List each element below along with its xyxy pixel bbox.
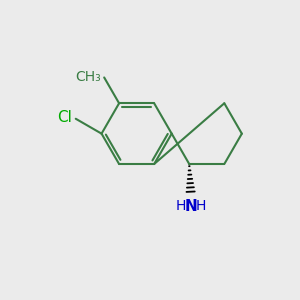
Text: H: H (175, 199, 185, 213)
Text: CH₃: CH₃ (76, 70, 101, 85)
Text: Cl: Cl (57, 110, 72, 125)
Text: H: H (196, 199, 206, 213)
Text: N: N (184, 199, 197, 214)
